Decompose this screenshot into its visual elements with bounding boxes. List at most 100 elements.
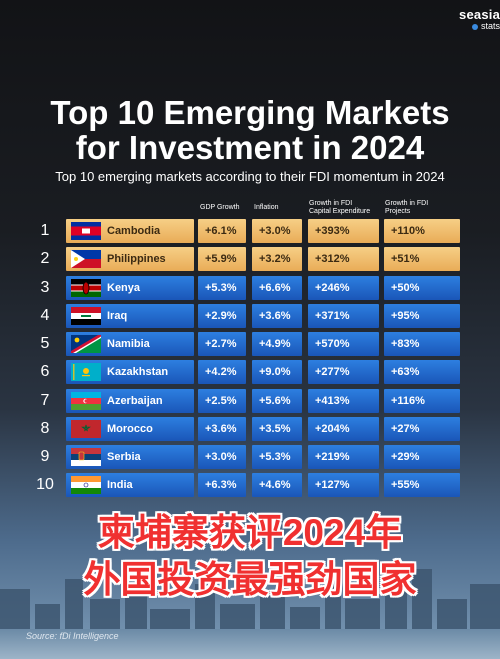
country-name: Serbia xyxy=(107,451,141,463)
country-cell: Morocco xyxy=(66,416,194,441)
rank-number: 5 xyxy=(40,335,50,352)
brand-dot-icon xyxy=(471,23,478,30)
gdp-growth-cell: +3.6% xyxy=(198,416,246,441)
rank-number: 4 xyxy=(40,306,50,324)
inflation-cell: +3.6% xyxy=(252,303,302,328)
col-header-inflation: Inflation xyxy=(254,204,279,211)
rank-number: 6 xyxy=(40,363,50,381)
fdi-projects-growth-cell: +51% xyxy=(384,247,460,272)
morocco-flag-icon xyxy=(71,419,101,438)
kenya-flag-icon xyxy=(71,278,101,297)
inflation-cell: +4.6% xyxy=(252,473,302,498)
serbia-flag-icon xyxy=(71,448,101,466)
rank-number: 2 xyxy=(40,250,50,268)
fdi-projects-growth-cell: +27% xyxy=(384,416,460,441)
table-row: 4 Iraq +2.9% +3.6% +371% +95% xyxy=(0,303,500,328)
fdi-capex-growth-cell: +277% xyxy=(308,360,379,385)
country-name: Iraq xyxy=(107,309,128,322)
inflation-cell: +3.0% xyxy=(252,219,302,243)
rank-number: 10 xyxy=(36,476,54,494)
country-name: India xyxy=(107,479,133,492)
col-header-gdp: GDP Growth xyxy=(200,204,240,211)
rank-number: 9 xyxy=(40,448,50,465)
fdi-projects-growth-cell: +63% xyxy=(384,360,460,385)
country-name: Kenya xyxy=(107,281,141,294)
inflation-cell: +3.2% xyxy=(252,247,302,272)
country-name: Philippines xyxy=(107,253,166,266)
gdp-growth-cell: +5.9% xyxy=(198,247,246,272)
country-cell: Azerbaijan xyxy=(66,388,194,413)
col-header-projects-line1: Growth in FDI xyxy=(385,200,429,207)
source-note: Source: fDi Intelligence xyxy=(26,631,119,641)
country-name: Kazakhstan xyxy=(107,366,169,379)
rank-number: 7 xyxy=(40,391,50,409)
table-row: 6 Kazakhstan +4.2% +9.0% +277% +63% xyxy=(0,360,500,385)
brand-logo: seasia stats xyxy=(459,8,500,31)
river-water xyxy=(0,629,500,659)
col-header-capex-line2: Capital Expenditure xyxy=(309,208,371,215)
gdp-growth-cell: +6.3% xyxy=(198,473,246,498)
rank-number: 1 xyxy=(40,222,50,239)
country-name: Namibia xyxy=(107,338,150,350)
table-row: 5 Namibia +2.7% +4.9% +570% +83% xyxy=(0,332,500,356)
brand-sub: stats xyxy=(480,21,500,31)
iraq-flag-icon xyxy=(71,306,101,325)
page-subtitle: Top 10 emerging markets according to the… xyxy=(55,169,445,184)
page-title: Top 10 Emerging Markets for Investment i… xyxy=(0,95,500,165)
country-cell: Philippines xyxy=(66,247,194,272)
fdi-capex-growth-cell: +570% xyxy=(308,332,379,356)
kazakhstan-flag-icon xyxy=(71,363,101,382)
table-row: 9 Serbia +3.0% +5.3% +219% +29% xyxy=(0,445,500,469)
country-cell: Iraq xyxy=(66,303,194,328)
inflation-cell: +4.9% xyxy=(252,332,302,356)
fdi-capex-growth-cell: +127% xyxy=(308,473,379,498)
gdp-growth-cell: +2.9% xyxy=(198,303,246,328)
country-cell: India xyxy=(66,473,194,498)
inflation-cell: +5.3% xyxy=(252,445,302,469)
country-cell: Serbia xyxy=(66,445,194,469)
fdi-capex-growth-cell: +204% xyxy=(308,416,379,441)
overlay-caption-line-1: 柬埔寨获评2024年 xyxy=(97,512,403,553)
title-line-2: for Investment in 2024 xyxy=(75,129,425,166)
table-row: 10 India +6.3% +4.6% +127% +55% xyxy=(0,473,500,498)
fdi-projects-growth-cell: +116% xyxy=(384,388,460,413)
fdi-capex-growth-cell: +371% xyxy=(308,303,379,328)
gdp-growth-cell: +2.5% xyxy=(198,388,246,413)
country-cell: Cambodia xyxy=(66,219,194,243)
fdi-projects-growth-cell: +50% xyxy=(384,275,460,300)
fdi-projects-growth-cell: +95% xyxy=(384,303,460,328)
gdp-growth-cell: +4.2% xyxy=(198,360,246,385)
fdi-capex-growth-cell: +312% xyxy=(308,247,379,272)
col-header-capex: Growth in FDI Capital Expenditure xyxy=(309,200,370,216)
overlay-caption-line-2: 外国投资最强劲国家 xyxy=(83,559,417,600)
fdi-projects-growth-cell: +55% xyxy=(384,473,460,498)
azerbaijan-flag-icon xyxy=(71,391,101,410)
fdi-capex-growth-cell: +413% xyxy=(308,388,379,413)
india-flag-icon xyxy=(71,476,101,495)
country-name: Azerbaijan xyxy=(107,394,163,407)
inflation-cell: +5.6% xyxy=(252,388,302,413)
inflation-cell: +9.0% xyxy=(252,360,302,385)
table-row: 1 Cambodia +6.1% +3.0% +393% +110% xyxy=(0,219,500,243)
fdi-projects-growth-cell: +110% xyxy=(384,219,460,243)
gdp-growth-cell: +6.1% xyxy=(198,219,246,243)
col-header-capex-line1: Growth in FDI xyxy=(309,200,353,207)
country-name: Morocco xyxy=(107,422,153,435)
country-name: Cambodia xyxy=(107,225,161,237)
title-line-1: Top 10 Emerging Markets xyxy=(50,94,450,131)
fdi-projects-growth-cell: +83% xyxy=(384,332,460,356)
col-header-projects-line2: Projects xyxy=(385,208,411,215)
brand-name: seasia xyxy=(459,7,500,22)
gdp-growth-cell: +2.7% xyxy=(198,332,246,356)
gdp-growth-cell: +5.3% xyxy=(198,275,246,300)
col-header-projects: Growth in FDI Projects xyxy=(385,200,428,216)
table-row: 8 Morocco +3.6% +3.5% +204% +27% xyxy=(0,416,500,441)
table-row: 2 Philippines +5.9% +3.2% +312% +51% xyxy=(0,247,500,272)
fdi-projects-growth-cell: +29% xyxy=(384,445,460,469)
country-cell: Kenya xyxy=(66,275,194,300)
philippines-flag-icon xyxy=(71,250,101,269)
cambodia-flag-icon xyxy=(71,222,101,240)
fdi-capex-growth-cell: +393% xyxy=(308,219,379,243)
inflation-cell: +6.6% xyxy=(252,275,302,300)
rank-number: 3 xyxy=(40,278,50,296)
